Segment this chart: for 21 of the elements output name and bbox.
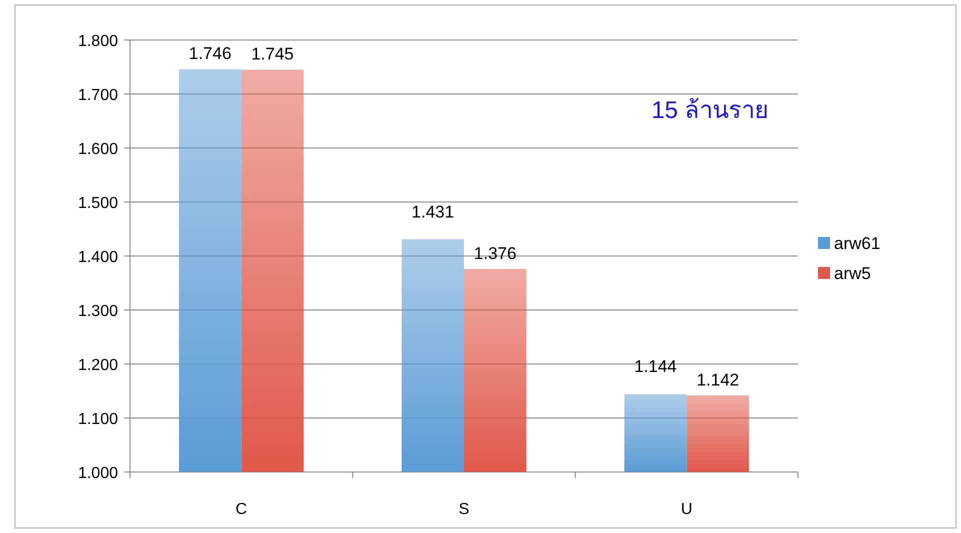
data-label: 1.142 [696,370,740,390]
y-tick-label: 1.700 [78,87,118,104]
y-tick-label: 1.000 [78,465,118,482]
legend-label: arw5 [834,264,871,283]
data-label: 1.144 [634,357,677,376]
data-label: 1.431 [412,202,454,222]
x-tick-label: C [236,501,248,518]
y-tick-label: 1.800 [78,33,118,50]
y-tick-label: 1.300 [78,303,118,320]
data-label: 1.376 [474,244,516,263]
legend-label: arw61 [834,234,880,253]
y-tick-label: 1.400 [78,249,118,266]
data-label: 1.746 [188,44,232,64]
annotation: 15 ล้านราย [651,97,769,124]
y-tick-label: 1.600 [78,141,118,158]
data-label: 1.745 [251,44,294,64]
x-tick-label: U [680,501,692,518]
x-tick-label: S [458,501,470,518]
y-tick-label: 1.200 [78,357,118,374]
y-tick-label: 1.100 [78,411,118,428]
y-tick-label: 1.500 [78,195,118,212]
